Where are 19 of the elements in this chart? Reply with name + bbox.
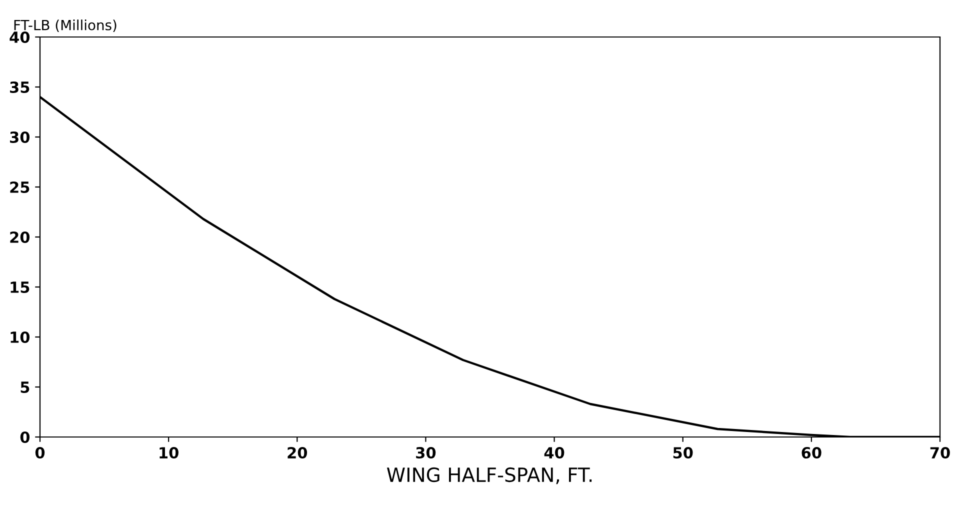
- x-tick-label: 30: [416, 446, 436, 459]
- x-tick-label: 50: [673, 446, 693, 459]
- y-tick-label: 35: [10, 81, 30, 94]
- x-tick-label: 40: [544, 446, 564, 459]
- y-tick-label: 25: [10, 181, 30, 194]
- x-tick-label: 0: [35, 446, 45, 459]
- y-tick-label: 20: [10, 231, 30, 244]
- y-tick-label: 40: [10, 31, 30, 44]
- x-tick-label: 60: [802, 446, 822, 459]
- y-axis-title: FT-LB (Millions): [14, 20, 116, 32]
- y-tick-label: 30: [10, 131, 30, 144]
- y-tick-label: 0: [20, 431, 30, 444]
- x-tick-label: 20: [288, 446, 308, 459]
- y-tick-label: 5: [20, 382, 30, 394]
- x-axis-title: WING HALF-SPAN, FT.: [386, 467, 592, 484]
- y-tick-label: 15: [10, 282, 30, 294]
- x-tick-label: 70: [930, 446, 950, 459]
- x-tick-label: 10: [160, 446, 178, 459]
- y-tick-label: 10: [10, 331, 30, 344]
